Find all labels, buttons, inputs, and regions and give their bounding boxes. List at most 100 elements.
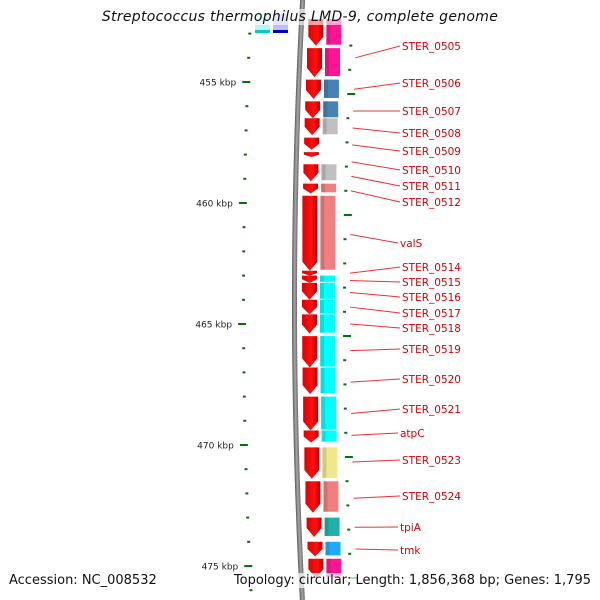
backbone-segment — [292, 380, 298, 385]
minor-tick — [248, 32, 252, 35]
backbone-segment — [292, 264, 298, 269]
backbone-segment — [294, 464, 300, 469]
cog-box — [323, 79, 339, 98]
map-title: Streptococcus thermophilus LMD-9, comple… — [0, 9, 600, 25]
backbone-segment — [293, 192, 299, 197]
backbone-segment — [293, 444, 299, 449]
gene-label: STER_0509 — [402, 146, 461, 158]
gene-label-leader — [351, 161, 401, 171]
gene-label-leader — [355, 45, 401, 59]
backbone-segment — [296, 536, 302, 541]
cog-box — [321, 430, 337, 442]
cog-box — [320, 275, 336, 282]
backbone-segment — [292, 272, 298, 277]
backbone-segment — [294, 136, 300, 141]
cog-box — [324, 517, 340, 536]
backbone-segment — [292, 228, 298, 233]
backbone-segment — [297, 60, 303, 65]
backbone-segment — [299, 596, 305, 600]
gene-label-leader — [352, 459, 401, 463]
backbone-segment — [293, 188, 299, 193]
minor-tick — [242, 371, 246, 374]
cog-box-shade — [325, 541, 330, 556]
cog-box-shade — [321, 396, 326, 430]
gene-label: STER_0516 — [402, 292, 461, 304]
major-tick — [244, 565, 253, 567]
backbone-segment — [292, 360, 298, 365]
cds-arrow — [305, 101, 321, 119]
backbone-segment — [292, 304, 298, 309]
gene-label-leader — [350, 378, 401, 383]
backbone-segment — [293, 152, 299, 157]
gene-label-leader — [352, 144, 401, 152]
backbone-segment — [293, 436, 299, 441]
minor-tick — [345, 141, 349, 144]
backbone-segment — [292, 376, 298, 381]
minor-tick — [343, 359, 347, 362]
backbone-segment — [294, 124, 300, 129]
backbone-segment — [292, 232, 298, 237]
minor-tick — [245, 105, 249, 108]
cog-box — [323, 101, 339, 118]
backbone-segment — [293, 408, 299, 413]
gene-label: STER_0508 — [402, 128, 461, 140]
cog-box-shade — [323, 481, 328, 512]
backbone-segment — [292, 200, 298, 205]
backbone-segment — [294, 148, 300, 153]
cog-box — [320, 367, 336, 394]
backbone-segment — [292, 276, 298, 281]
backbone-segment — [292, 224, 298, 229]
backbone-segment — [293, 156, 299, 161]
gene-label-leader — [350, 323, 401, 329]
cog-box-shade — [320, 282, 325, 299]
gene-label-leader — [350, 279, 401, 283]
gene-label-leader — [350, 266, 401, 274]
minor-tick — [345, 480, 349, 483]
legend-swatch-bar — [273, 30, 288, 33]
backbone-segment — [298, 24, 304, 29]
minor-tick — [242, 250, 246, 253]
cog-box — [322, 447, 338, 478]
major-tick — [238, 323, 247, 325]
cog-box-shade — [323, 79, 328, 98]
backbone-segment — [292, 352, 298, 357]
cds-arrow — [303, 430, 319, 443]
cog-box-shade — [320, 299, 325, 314]
gene-label: STER_0505 — [402, 41, 461, 53]
gene-label: STER_0515 — [402, 277, 461, 289]
cds-arrow — [302, 282, 318, 300]
cds-arrow — [302, 314, 318, 334]
cds-track — [302, 19, 324, 579]
minor-tick — [244, 129, 248, 132]
backbone-segment — [293, 164, 299, 169]
gene-label-leader — [351, 432, 399, 436]
cds-arrow — [305, 481, 321, 513]
backbone-segment — [292, 212, 298, 217]
backbone-segment — [295, 484, 301, 489]
backbone-segment — [293, 416, 299, 421]
backbone-segment — [292, 240, 298, 245]
backbone-segment — [294, 144, 300, 149]
backbone-segment — [295, 508, 301, 513]
cds-arrow — [303, 183, 319, 194]
backbone-segment — [295, 92, 301, 97]
cog-box-shade — [322, 447, 327, 478]
minor-tick — [244, 468, 248, 471]
backbone-segment — [298, 564, 304, 569]
backbone-segment — [296, 524, 302, 529]
major-tick — [239, 444, 248, 446]
gene-label-leader — [349, 306, 401, 314]
cds-arrow — [307, 541, 323, 557]
backbone-segment — [299, 588, 305, 593]
ruler-tick-label: 470 kbp — [197, 442, 234, 452]
backbone-segment — [296, 520, 302, 525]
backbone-segment — [297, 544, 303, 549]
minor-tick — [343, 262, 347, 265]
major-tick — [343, 214, 352, 216]
backbone-segment — [292, 396, 298, 401]
gene-label: STER_0510 — [402, 165, 461, 177]
backbone-segment — [296, 72, 302, 77]
backbone-layer — [292, 0, 305, 600]
backbone-segment — [292, 328, 298, 333]
backbone-segment — [296, 80, 302, 85]
